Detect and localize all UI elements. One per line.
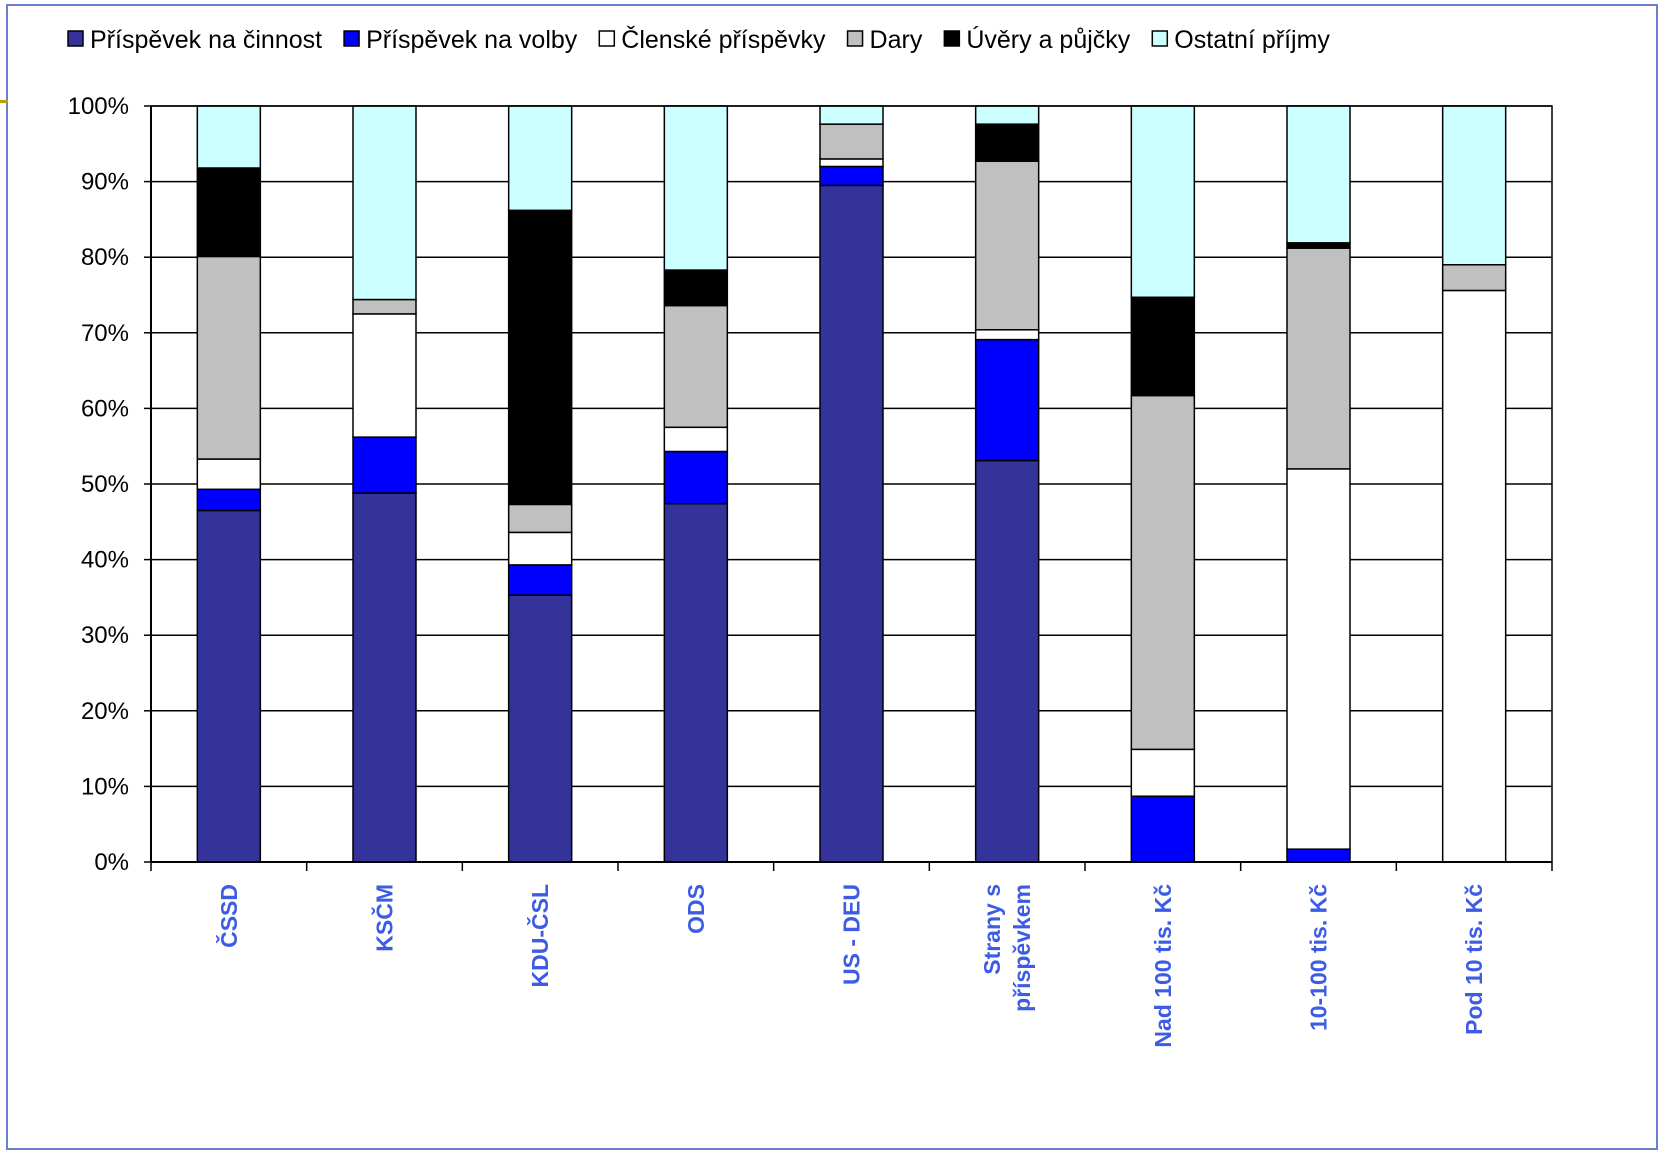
x-category-label: Strany s příspěvkem (979, 884, 1035, 1012)
legend-item-prispevek-na-volby: Příspěvek na volby (343, 26, 578, 54)
bar-segment-clenske-prispevky-kscm (352, 313, 417, 438)
y-tick-label: 10% (81, 773, 129, 800)
x-category-label-text: ČSSD (215, 884, 242, 948)
y-tick-label: 0% (94, 849, 129, 876)
bar-segment-uvery-a-pujcky-nad-100-tis-kc (1130, 296, 1196, 397)
bar-segment-prispevek-na-volby-cssd (196, 488, 262, 512)
bar-segment-ostatni-prijmy-pod-10-tis-kc (1441, 105, 1507, 266)
x-category-label-text: 10-100 tis. Kč (1306, 884, 1332, 1031)
legend-item-prispevek-na-cinnost: Příspěvek na činnost (67, 26, 322, 54)
x-category-label-text: US - DEU (839, 884, 865, 985)
legend-swatch (1151, 30, 1169, 47)
legend-label: Členské příspěvky (621, 25, 826, 54)
bar-segment-prispevek-na-volby-kscm (352, 436, 417, 494)
bar-segment-ostatni-prijmy-10-100-tis-kc (1286, 105, 1351, 244)
bar-segment-clenske-prispevky-kdu-csl (507, 531, 573, 566)
bar-segment-dary-cssd (196, 255, 262, 460)
y-tick-label: 80% (81, 244, 129, 271)
bar-segment-dary-ods (663, 304, 729, 429)
y-tick-label: 50% (81, 471, 129, 498)
bar-segment-clenske-prispevky-cssd (196, 458, 262, 491)
bar-segment-prispevek-na-cinnost-cssd (196, 509, 262, 863)
bar-segment-prispevek-na-cinnost-kdu-csl (507, 594, 573, 863)
bar-segment-uvery-a-pujcky-cssd (196, 167, 262, 258)
legend-label: Příspěvek na činnost (90, 26, 322, 54)
legend-swatch (598, 30, 616, 47)
y-tick-label: 100% (68, 93, 129, 120)
bar-segment-dary-pod-10-tis-kc (1441, 264, 1507, 292)
y-tick-label: 30% (81, 622, 129, 649)
bar-segment-clenske-prispevky-10-100-tis-kc (1286, 468, 1351, 850)
y-tick-label: 40% (81, 547, 129, 574)
x-category-label: Nad 100 tis. Kč (1150, 884, 1176, 1048)
bar-segment-prispevek-na-volby-ods (663, 450, 729, 505)
bar-segment-ostatni-prijmy-strany-s-prispevkem (974, 105, 1040, 125)
bar-segment-prispevek-na-cinnost-strany-s-prispevkem (974, 459, 1040, 863)
bar-segment-ostatni-prijmy-us-deu (819, 105, 884, 125)
bar-segment-prispevek-na-volby-us-deu (819, 165, 884, 187)
legend-swatch (343, 30, 360, 47)
slide-accent-mark (0, 100, 8, 103)
x-category-label: KSČM (371, 884, 398, 952)
bar-segment-uvery-a-pujcky-10-100-tis-kc (1286, 242, 1351, 249)
legend-swatch (943, 30, 961, 47)
bar-segment-prispevek-na-cinnost-kscm (352, 492, 417, 863)
legend-item-clenske-prispevky: Členské příspěvky (598, 25, 826, 54)
bar-segment-prispevek-na-volby-nad-100-tis-kc (1130, 795, 1196, 863)
x-category-label: ODS (683, 884, 709, 934)
legend-label: Ostatní příjmy (1174, 26, 1330, 54)
x-category-label-text: Strany s (979, 884, 1005, 975)
y-tick-label: 70% (81, 320, 129, 347)
bar-segment-dary-us-deu (819, 123, 884, 160)
bar-segment-dary-10-100-tis-kc (1286, 247, 1351, 470)
legend-swatch (846, 30, 864, 47)
legend-item-uvery-a-pujcky: Úvěry a půjčky (943, 25, 1131, 54)
bar-segment-dary-kscm (352, 298, 417, 315)
x-category-label-text: příspěvkem (1009, 884, 1035, 1012)
bar-segment-clenske-prispevky-pod-10-tis-kc (1441, 289, 1507, 863)
x-category-label: 10-100 tis. Kč (1306, 884, 1332, 1031)
bar-segment-prispevek-na-cinnost-us-deu (819, 184, 884, 863)
bar-segment-uvery-a-pujcky-strany-s-prispevkem (974, 123, 1040, 162)
bar-segment-prispevek-na-volby-kdu-csl (507, 564, 573, 596)
legend-label: Příspěvek na volby (366, 26, 578, 54)
bar-segment-ostatni-prijmy-kscm (352, 105, 417, 301)
y-tick-label: 20% (81, 698, 129, 725)
bar-segment-dary-strany-s-prispevkem (974, 160, 1040, 331)
bar-segment-prispevek-na-cinnost-ods (663, 502, 729, 863)
bar-segment-ostatni-prijmy-ods (663, 105, 729, 271)
y-tick-label: 60% (81, 395, 129, 422)
bar-segment-ostatni-prijmy-cssd (196, 105, 262, 169)
x-category-label-text: ODS (683, 884, 709, 934)
bar-segment-uvery-a-pujcky-ods (663, 269, 729, 307)
x-category-label: Pod 10 tis. Kč (1461, 884, 1487, 1035)
bar-segment-clenske-prispevky-ods (663, 426, 729, 453)
bar-segment-dary-nad-100-tis-kc (1130, 394, 1196, 751)
bar-segment-clenske-prispevky-nad-100-tis-kc (1130, 748, 1196, 797)
legend: Příspěvek na činnost Příspěvek na volby Čl… (67, 25, 1330, 54)
legend-label: Úvěry a půjčky (966, 25, 1130, 54)
y-tick-label: 90% (81, 169, 129, 196)
legend-swatch (67, 30, 84, 47)
x-category-label-text: Nad 100 tis. Kč (1150, 884, 1176, 1048)
legend-item-dary: Dary (846, 26, 923, 54)
bar-segment-ostatni-prijmy-kdu-csl (507, 105, 573, 212)
bar-segment-dary-kdu-csl (507, 503, 573, 534)
bar-segment-clenske-prispevky-us-deu (819, 158, 884, 168)
bar-segment-clenske-prispevky-strany-s-prispevkem (974, 329, 1040, 341)
bar-segment-uvery-a-pujcky-kdu-csl (507, 209, 573, 506)
x-category-label-text: Pod 10 tis. Kč (1461, 884, 1487, 1035)
bar-segment-ostatni-prijmy-nad-100-tis-kc (1130, 105, 1196, 299)
legend-item-ostatni-prijmy: Ostatní příjmy (1151, 26, 1330, 54)
x-category-label: KDU-ČSL (526, 884, 553, 988)
x-category-label: ČSSD (215, 884, 242, 948)
x-category-label: US - DEU (839, 884, 865, 985)
x-category-label-text: KSČM (371, 884, 398, 952)
legend-label: Dary (870, 26, 923, 54)
x-category-label-text: KDU-ČSL (526, 884, 553, 988)
bar-segment-prispevek-na-volby-strany-s-prispevkem (974, 338, 1040, 462)
bar-segment-prispevek-na-volby-10-100-tis-kc (1286, 848, 1351, 863)
